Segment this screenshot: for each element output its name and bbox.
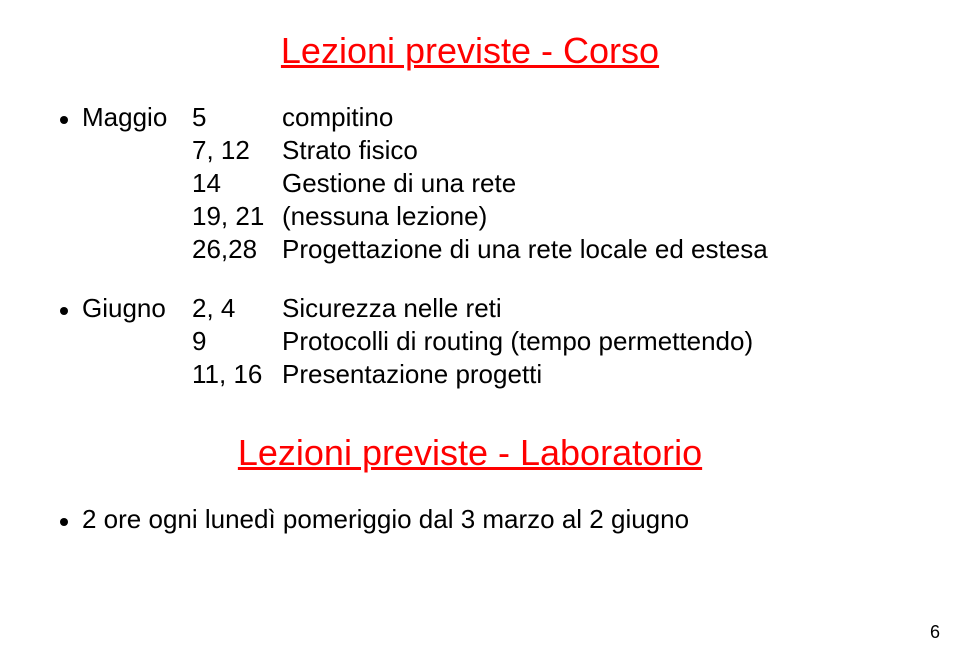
spacer [60, 273, 880, 293]
bullet-icon [60, 518, 68, 526]
schedule-line: 26,28Progettazione di una rete locale ed… [192, 234, 880, 265]
bullet-icon [60, 307, 68, 315]
month-label: Maggio [82, 102, 192, 133]
bullet-icon [60, 116, 68, 124]
schedule-section-1: Maggio5compitino7, 12Strato fisico14Gest… [60, 102, 880, 392]
desc-label: Strato fisico [282, 135, 880, 166]
entries-column: 2, 4Sicurezza nelle reti9Protocolli di r… [192, 293, 880, 392]
date-label: 9 [192, 326, 282, 357]
date-label: 14 [192, 168, 282, 199]
schedule-line: 14Gestione di una rete [192, 168, 880, 199]
lab-bullet-row: 2 ore ogni lunedì pomeriggio dal 3 marzo… [60, 504, 880, 535]
schedule-line: 9Protocolli di routing (tempo permettend… [192, 326, 880, 357]
date-label: 19, 21 [192, 201, 282, 232]
desc-label: Gestione di una rete [282, 168, 880, 199]
desc-label: Progettazione di una rete locale ed este… [282, 234, 880, 265]
desc-label: compitino [282, 102, 880, 133]
desc-label: Protocolli di routing (tempo permettendo… [282, 326, 880, 357]
page-number: 6 [930, 622, 940, 643]
schedule-line: 7, 12Strato fisico [192, 135, 880, 166]
desc-label: Presentazione progetti [282, 359, 880, 390]
schedule-line: 2, 4Sicurezza nelle reti [192, 293, 880, 324]
month-label: Giugno [82, 293, 192, 324]
slide: Lezioni previste - Corso Maggio5compitin… [0, 0, 960, 655]
slide-title-2: Lezioni previste - Laboratorio [60, 432, 880, 474]
date-label: 7, 12 [192, 135, 282, 166]
schedule-block: Maggio5compitino7, 12Strato fisico14Gest… [60, 102, 880, 267]
date-label: 2, 4 [192, 293, 282, 324]
entries-column: 5compitino7, 12Strato fisico14Gestione d… [192, 102, 880, 267]
date-label: 11, 16 [192, 359, 282, 390]
schedule-line: 19, 21(nessuna lezione) [192, 201, 880, 232]
desc-label: (nessuna lezione) [282, 201, 880, 232]
date-label: 26,28 [192, 234, 282, 265]
schedule-line: 5compitino [192, 102, 880, 133]
desc-label: Sicurezza nelle reti [282, 293, 880, 324]
date-label: 5 [192, 102, 282, 133]
schedule-line: 11, 16Presentazione progetti [192, 359, 880, 390]
slide-title-1: Lezioni previste - Corso [60, 30, 880, 72]
lab-text: 2 ore ogni lunedì pomeriggio dal 3 marzo… [82, 504, 689, 535]
schedule-block: Giugno2, 4Sicurezza nelle reti9Protocoll… [60, 293, 880, 392]
